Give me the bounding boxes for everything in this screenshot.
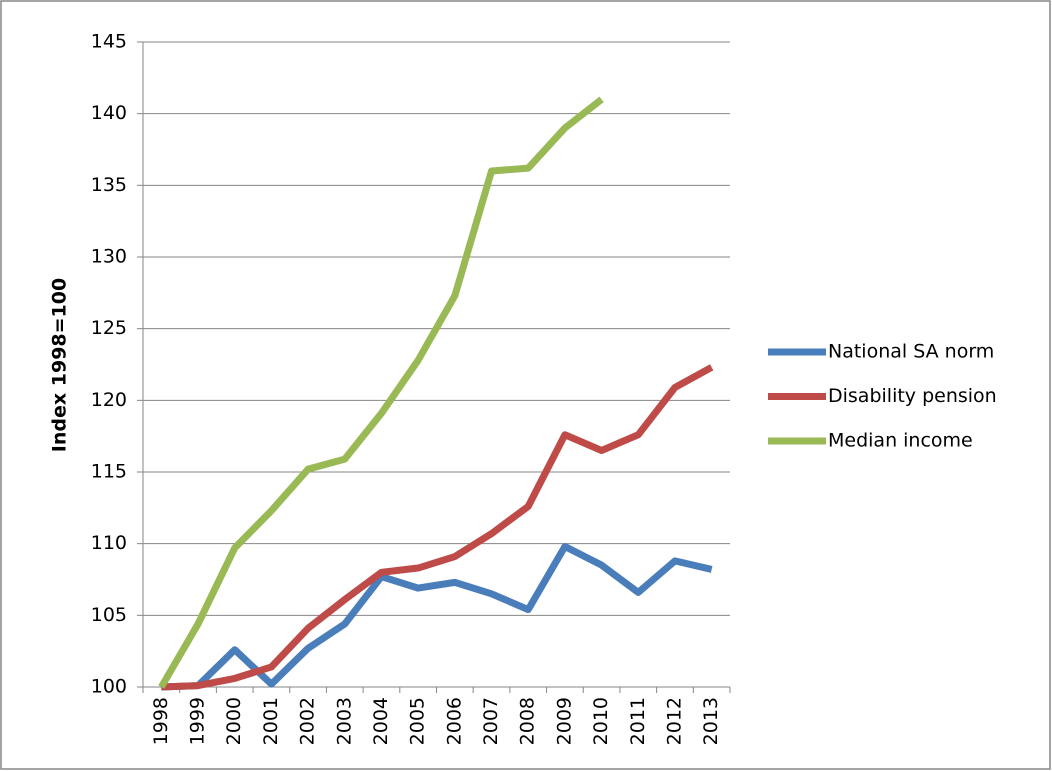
x-tick-label: 2010 — [590, 697, 612, 745]
y-tick-label: 125 — [91, 317, 127, 339]
y-tick-label: 135 — [91, 174, 127, 196]
y-tick-label: 145 — [91, 31, 127, 53]
legend-label: Median income — [828, 430, 973, 452]
x-tick-label: 2007 — [480, 697, 502, 745]
y-tick-label: 115 — [91, 461, 127, 483]
x-tick-label: 2005 — [407, 697, 429, 745]
series-line — [161, 543, 713, 691]
series-line — [161, 364, 714, 691]
x-tick-label: 2011 — [627, 697, 649, 745]
x-tick-label: 2001 — [260, 697, 282, 745]
x-tick-label: 2012 — [663, 697, 685, 745]
x-tick-label: 1999 — [187, 697, 209, 745]
x-tick-label: 1998 — [150, 697, 172, 745]
x-tick-label: 2004 — [370, 697, 392, 745]
y-tick-label: 105 — [91, 604, 127, 626]
y-tick-label: 100 — [91, 676, 127, 698]
y-tick-label: 120 — [91, 389, 127, 411]
x-tick-label: 2000 — [223, 697, 245, 745]
x-tick-label: 2006 — [443, 697, 465, 745]
x-tick-label: 2002 — [297, 697, 319, 745]
y-tick-label: 110 — [91, 532, 127, 554]
x-tick-label: 2013 — [700, 697, 722, 745]
x-tick-label: 2009 — [553, 697, 575, 745]
y-axis-label: Index 1998=100 — [49, 278, 71, 452]
legend-label: National SA norm — [828, 341, 994, 363]
x-tick-label: 2008 — [517, 697, 539, 745]
y-tick-label: 140 — [91, 102, 127, 124]
y-tick-label: 130 — [91, 246, 127, 268]
legend-label: Disability pension — [828, 385, 997, 407]
series-line — [158, 96, 604, 689]
x-tick-label: 2003 — [333, 697, 355, 745]
